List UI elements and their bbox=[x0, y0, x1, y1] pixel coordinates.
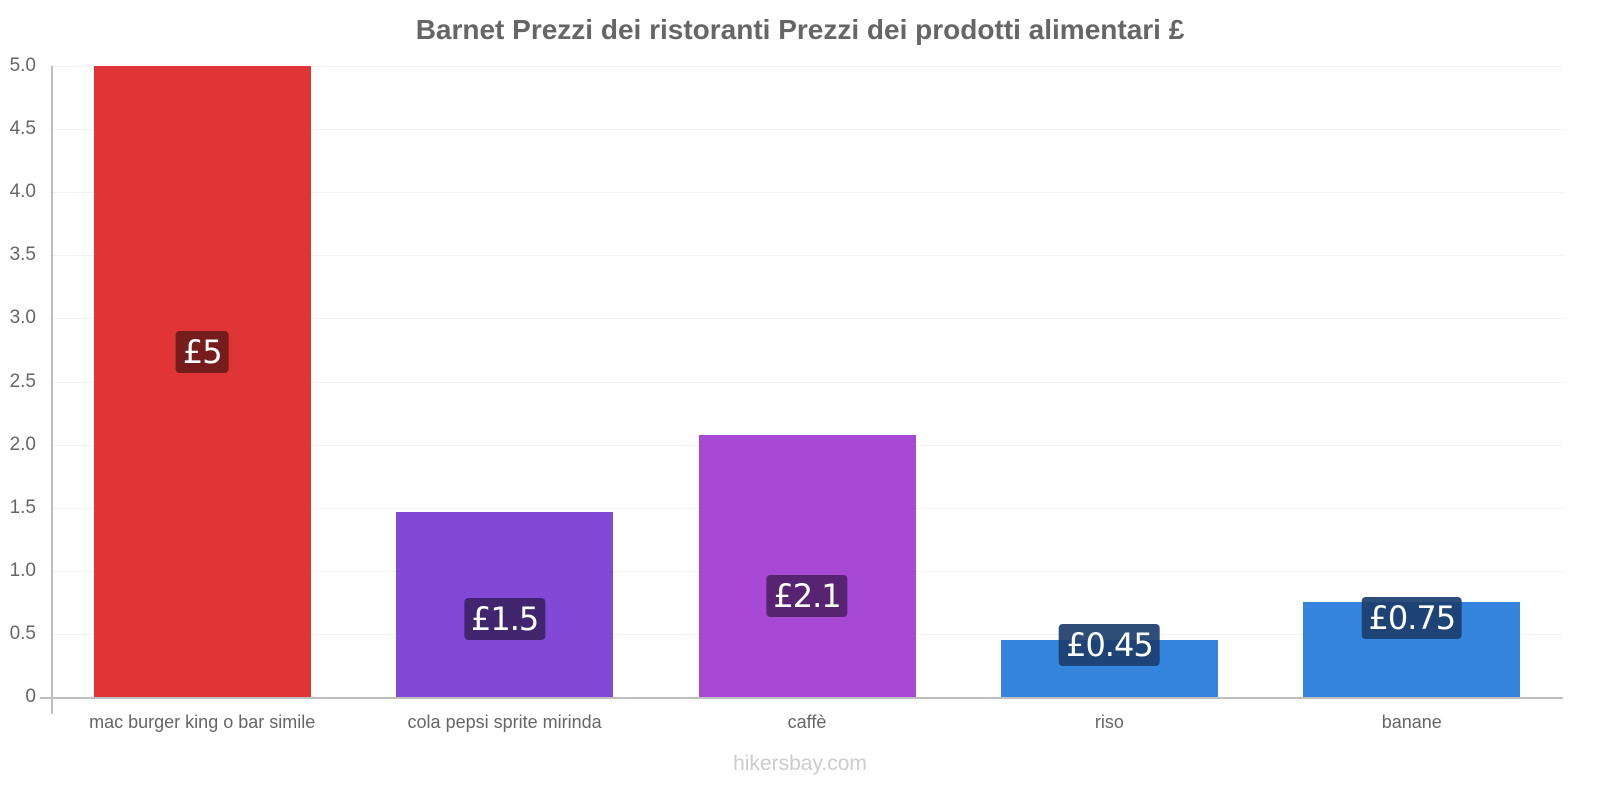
gridline bbox=[51, 255, 1563, 257]
gridline bbox=[51, 66, 1563, 67]
y-tick-label: 5.0 bbox=[9, 55, 36, 76]
plot-area: £5 £1.5 £2.1 £0.45 £0.75 bbox=[51, 66, 1563, 697]
gridline bbox=[51, 318, 1563, 320]
bar[interactable] bbox=[698, 434, 916, 697]
bar[interactable] bbox=[93, 66, 311, 697]
x-tick-label: mac burger king o bar simile bbox=[89, 712, 316, 732]
y-tick-label: 0.5 bbox=[9, 622, 36, 644]
watermark: hikersbay.com bbox=[733, 752, 867, 775]
y-tick-label: 3.0 bbox=[9, 307, 36, 329]
x-tick-label: riso bbox=[1094, 712, 1124, 732]
y-axis-line bbox=[51, 66, 53, 714]
gridline bbox=[51, 129, 1563, 131]
y-tick-label: 4.0 bbox=[9, 181, 36, 203]
y-tick-label: 1.5 bbox=[9, 496, 36, 518]
bar-value-label: £0.45 bbox=[1059, 624, 1160, 667]
y-tick-label: 0 bbox=[25, 686, 36, 707]
y-tick-label: 2.0 bbox=[9, 433, 36, 455]
x-tick-label: banane bbox=[1381, 712, 1442, 732]
chart-title: Barnet Prezzi dei ristoranti Prezzi dei … bbox=[415, 14, 1185, 45]
x-tick-label: caffè bbox=[787, 712, 827, 732]
y-tick-label: 3.5 bbox=[9, 244, 36, 266]
bar-value-label: £2.1 bbox=[766, 574, 848, 617]
bar[interactable] bbox=[396, 511, 614, 697]
y-tick-label: 4.5 bbox=[9, 118, 36, 140]
x-tick-label: cola pepsi sprite mirinda bbox=[407, 712, 602, 732]
gridline bbox=[51, 192, 1563, 194]
gridline bbox=[51, 381, 1563, 383]
bar-value-label: £0.75 bbox=[1361, 597, 1463, 640]
x-axis-line bbox=[40, 697, 1563, 699]
bar-value-label: £1.5 bbox=[463, 598, 546, 641]
y-tick-label: 1.0 bbox=[9, 559, 36, 581]
bar-value-label: £5 bbox=[175, 330, 229, 373]
y-tick-label: 2.5 bbox=[9, 370, 36, 392]
